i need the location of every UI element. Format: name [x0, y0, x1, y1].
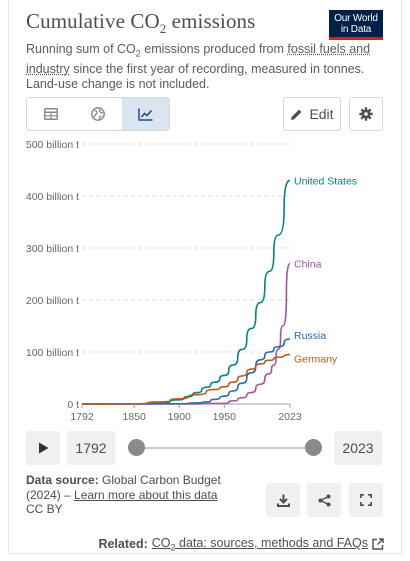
- settings-button[interactable]: [349, 97, 383, 131]
- play-button[interactable]: [26, 431, 60, 465]
- timeline-track[interactable]: [136, 447, 314, 449]
- x-tick-label: 2023: [278, 411, 302, 423]
- chart-card: [8, 0, 402, 554]
- x-tick-label: 1850: [123, 411, 147, 423]
- series-line-united-states[interactable]: [81, 179, 291, 405]
- line-chart: 0 t 100 billion t 200 billion t 300 billion…: [26, 139, 357, 423]
- share-button[interactable]: [307, 483, 341, 517]
- related-link: Related: CO2 data: sources, methods and …: [98, 536, 384, 553]
- timeline-end-handle[interactable]: [305, 439, 322, 456]
- related-label: Related:: [98, 537, 148, 552]
- timeline-start-handle[interactable]: [128, 439, 145, 456]
- tab-map[interactable]: [74, 98, 121, 130]
- fullscreen-button[interactable]: [349, 483, 383, 517]
- series-line-china[interactable]: [81, 262, 291, 405]
- play-icon: [38, 442, 48, 454]
- series-line-germany[interactable]: [81, 353, 291, 405]
- download-icon: [276, 494, 290, 507]
- pencil-icon: [291, 109, 302, 120]
- series-label[interactable]: Germany: [294, 354, 338, 366]
- view-tabs: [26, 97, 170, 131]
- series-line-russia[interactable]: [81, 338, 291, 405]
- gear-icon: [359, 107, 373, 121]
- license-text: CC BY: [26, 502, 63, 516]
- y-tick-label: 100 billion t: [26, 347, 79, 359]
- data-source: Data source: Global Carbon Budget (2024)…: [26, 473, 221, 516]
- chart-subtitle: Running sum of CO2 emissions produced fr…: [26, 42, 371, 91]
- owid-logo[interactable]: Our World in Data: [329, 10, 383, 40]
- y-tick-label: 0 t: [67, 399, 79, 411]
- x-tick-label: 1950: [213, 411, 237, 423]
- edit-button[interactable]: Edit: [283, 97, 341, 131]
- y-tick-label: 300 billion t: [26, 243, 79, 255]
- share-icon: [318, 494, 330, 506]
- logo-line-2: in Data: [340, 24, 372, 35]
- x-tick-label: 1792: [70, 411, 94, 423]
- tab-chart[interactable]: [121, 98, 169, 130]
- line-chart-icon: [138, 108, 153, 121]
- y-tick-label: 400 billion t: [26, 191, 79, 203]
- y-tick-label: 200 billion t: [26, 295, 79, 307]
- logo-line-1: Our World: [334, 13, 378, 24]
- related-faq-link[interactable]: CO2 data: sources, methods and FAQs: [151, 536, 368, 553]
- external-link-icon: [372, 538, 384, 550]
- chart-title: Cumulative CO2 emissions: [26, 9, 256, 37]
- series-label[interactable]: China: [294, 259, 322, 271]
- timeline-start-year[interactable]: 1792: [67, 431, 115, 465]
- edit-label: Edit: [309, 106, 334, 122]
- source-label: Data source:: [26, 473, 99, 487]
- tab-table[interactable]: [27, 98, 74, 130]
- expand-icon: [360, 494, 372, 506]
- x-tick-label: 1900: [168, 411, 192, 423]
- y-tick-label: 500 billion t: [26, 139, 79, 151]
- timeline-end-year[interactable]: 2023: [334, 431, 382, 465]
- series-label[interactable]: Russia: [294, 330, 326, 342]
- table-icon: [43, 108, 58, 120]
- globe-icon: [91, 107, 105, 121]
- learn-more-link[interactable]: Learn more about this data: [74, 487, 218, 502]
- download-button[interactable]: [266, 483, 300, 517]
- series-label[interactable]: United States: [294, 175, 357, 187]
- fossil-fuels-link[interactable]: fossil fuels and industry: [26, 42, 371, 76]
